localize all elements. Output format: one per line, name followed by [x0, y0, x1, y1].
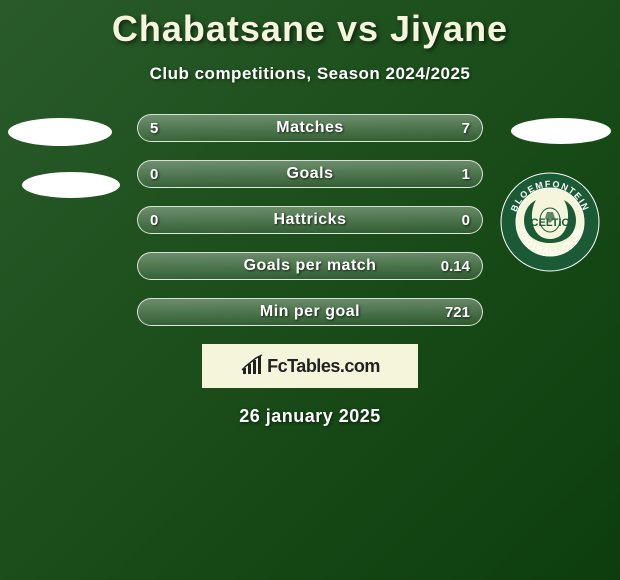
page-subtitle: Club competitions, Season 2024/2025 [0, 64, 620, 84]
bloemfontein-celtic-badge-icon: BLOEMFONTEIN FOOTBALL CLUB CELTIC [500, 172, 600, 272]
player-right-ellipse [511, 118, 611, 144]
stat-bar-min-per-goal: Min per goal 721 [137, 298, 483, 326]
badge-center-text: CELTIC [531, 217, 570, 229]
stat-left-value: 0 [150, 166, 158, 183]
stat-bar-goals-per-match: Goals per match 0.14 [137, 252, 483, 280]
page-title: Chabatsane vs Jiyane [0, 0, 620, 50]
player-left-ellipse-1 [8, 118, 112, 146]
date-text: 26 january 2025 [0, 406, 620, 427]
stat-right-value: 1 [462, 166, 470, 183]
stat-bar-hattricks: 0 Hattricks 0 [137, 206, 483, 234]
stat-label: Min per goal [260, 303, 360, 321]
stat-label: Goals per match [244, 257, 377, 275]
brand-text: FcTables.com [267, 356, 380, 377]
stat-label: Goals [287, 165, 334, 183]
stat-right-value: 721 [445, 304, 470, 321]
stat-left-value: 5 [150, 120, 158, 137]
brand-box: FcTables.com [202, 344, 418, 388]
stat-bar-goals: 0 Goals 1 [137, 160, 483, 188]
stat-right-value: 7 [462, 120, 470, 137]
stat-label: Matches [276, 119, 344, 137]
stat-bar-matches: 5 Matches 7 [137, 114, 483, 142]
stat-label: Hattricks [274, 211, 347, 229]
stat-left-value: 0 [150, 212, 158, 229]
player-left-ellipse-2 [22, 172, 120, 198]
club-badge-right: BLOEMFONTEIN FOOTBALL CLUB CELTIC [500, 172, 600, 272]
stat-right-value: 0.14 [441, 258, 470, 275]
stat-right-value: 0 [462, 212, 470, 229]
chart-icon [240, 354, 264, 378]
stat-bars: 5 Matches 7 0 Goals 1 0 Hattricks 0 Goal… [137, 114, 483, 326]
content-area: BLOEMFONTEIN FOOTBALL CLUB CELTIC 5 Matc… [0, 114, 620, 427]
